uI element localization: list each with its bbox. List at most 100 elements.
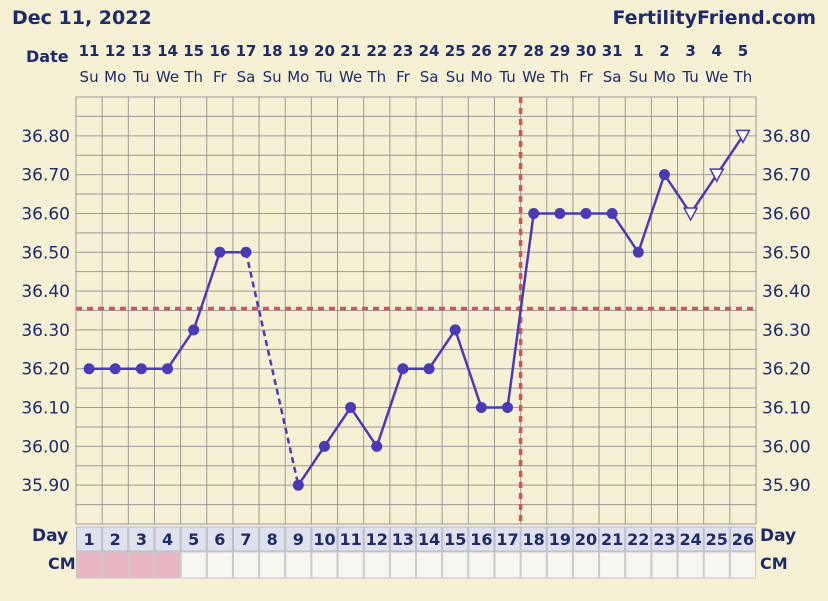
y-tick-label: 36.10	[21, 399, 70, 419]
cycle-day-cell	[625, 526, 652, 552]
cycle-day-label: 17	[496, 530, 518, 549]
cm-cell	[285, 551, 312, 579]
day-row-label-left: Day	[32, 526, 68, 546]
temperature-point	[682, 207, 699, 222]
weekday-label: Mo	[653, 68, 675, 86]
cm-cell	[76, 551, 103, 579]
temperature-point	[109, 363, 121, 375]
cycle-day-label: 25	[706, 530, 728, 549]
site-name[interactable]: FertilityFriend.com	[612, 7, 816, 29]
weekday-label: Sa	[603, 68, 622, 86]
weekday-label: Tu	[132, 68, 149, 86]
y-tick-label: 36.40	[21, 282, 70, 302]
y-tick-label: 36.50	[762, 243, 811, 263]
cycle-day-label: 13	[392, 530, 414, 549]
weekday-label: Su	[263, 68, 282, 86]
cm-cell	[468, 551, 495, 579]
cycle-day-cell	[363, 526, 390, 552]
series-segment	[454, 329, 483, 408]
weekday-label: Fr	[579, 68, 594, 86]
cycle-day-cell	[311, 526, 338, 552]
cycle-day-label: 1	[84, 530, 95, 549]
cycle-day-label: 26	[732, 530, 754, 549]
temperature-point	[292, 479, 304, 491]
cycle-day-label: 24	[679, 530, 701, 549]
cycle-day-cell	[572, 526, 600, 552]
weekday-label: Su	[629, 68, 648, 86]
date-label: 26	[471, 42, 492, 60]
temperature-point	[423, 363, 435, 375]
date-label: 12	[105, 42, 126, 60]
series-segment	[166, 329, 195, 370]
y-tick-label: 36.40	[762, 282, 811, 302]
date-row: 11 12 13 14 15 16 17 18 19 20 21 22 23 24 25 26 27 28 29 30…	[79, 42, 749, 60]
weekday-label: Fr	[396, 68, 411, 86]
y-tick-label: 36.60	[21, 204, 70, 224]
weekday-label: Mo	[287, 68, 309, 86]
temperature-point	[475, 402, 487, 414]
cycle-day-cell	[494, 526, 521, 552]
y-tick-label: 36.50	[21, 243, 70, 263]
temperature-point	[345, 402, 357, 414]
cycle-day-cell	[442, 526, 469, 552]
day-row-label-right: Day	[760, 526, 796, 546]
cervical-mucus-row	[76, 551, 756, 579]
date-label: 1	[633, 42, 643, 60]
cycle-day-row: 1 2 3 4 5 6 7 8 9 10 11 12 13 14 15 16 17 18 19 20 21 22 23 24 2…	[76, 526, 756, 552]
temperature-point	[554, 207, 566, 219]
y-tick-label: 36.30	[762, 321, 811, 341]
y-axis-right: 35.90 36.00 36.10 36.20 36.30 36.40 36.50 36.60…	[762, 127, 811, 496]
cycle-day-label: 22	[627, 530, 649, 549]
cm-cell	[232, 551, 260, 579]
cycle-day-cell	[520, 526, 547, 552]
weekday-label: Th	[733, 68, 753, 86]
cycle-day-cell	[285, 526, 312, 552]
cycle-day-label: 11	[339, 530, 361, 549]
cycle-day-cell	[416, 526, 443, 552]
cm-cell	[651, 551, 678, 579]
series-segment	[663, 173, 692, 215]
weekday-label: We	[522, 68, 545, 86]
cm-row-label-left: CM	[48, 554, 76, 573]
cm-cell	[180, 551, 207, 579]
cm-cell	[259, 551, 286, 579]
date-label: 28	[523, 42, 544, 60]
weekday-label: Fr	[213, 68, 228, 86]
temperature-point	[502, 402, 514, 414]
cycle-day-cell	[677, 526, 704, 552]
cycle-day-label: 19	[549, 530, 571, 549]
cycle-day-label: 21	[601, 530, 623, 549]
cycle-day-cell	[76, 526, 103, 552]
series-segment	[192, 251, 222, 331]
series-segment	[637, 174, 666, 253]
weekday-label: Su	[80, 68, 99, 86]
y-tick-label: 36.80	[21, 127, 70, 147]
cm-cell	[416, 551, 443, 579]
weekday-label: We	[339, 68, 362, 86]
cycle-day-cell	[599, 526, 626, 552]
date-label: 31	[602, 42, 623, 60]
date-label: 22	[366, 42, 387, 60]
temperature-point	[162, 363, 174, 375]
date-label: 27	[497, 42, 518, 60]
cycle-day-label: 6	[214, 530, 225, 549]
series-segment	[323, 406, 352, 448]
date-label: 16	[209, 42, 230, 60]
cycle-day-label: 9	[293, 530, 304, 549]
cycle-day-label: 4	[162, 530, 173, 549]
cycle-day-label: 23	[653, 530, 675, 549]
y-tick-label: 36.20	[21, 360, 70, 380]
temperature-point	[214, 246, 226, 258]
date-label: 18	[262, 42, 283, 60]
cycle-day-cell	[128, 526, 155, 552]
weekday-label: Mo	[470, 68, 492, 86]
cycle-day-label: 14	[418, 530, 440, 549]
cycle-day-cell	[154, 526, 181, 552]
cm-cell	[154, 551, 181, 579]
cm-row-label-right: CM	[760, 554, 788, 573]
y-tick-label: 36.00	[762, 437, 811, 457]
temperature-point	[83, 363, 95, 375]
cycle-day-cell	[651, 526, 678, 552]
cm-cell	[206, 551, 233, 579]
cycle-day-cell	[703, 526, 730, 552]
